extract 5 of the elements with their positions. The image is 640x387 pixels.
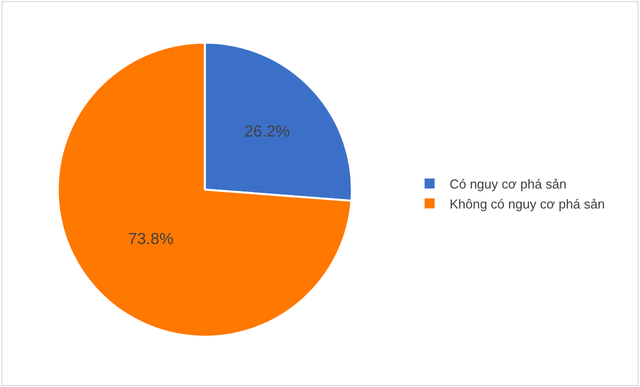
data-label: 73.8%	[128, 231, 174, 248]
legend-label: Có nguy cơ phá sản	[450, 176, 567, 192]
data-label: 26.2%	[244, 123, 290, 140]
legend-label: Không có nguy cơ phá sản	[450, 196, 605, 212]
pie-slice	[56, 42, 352, 338]
